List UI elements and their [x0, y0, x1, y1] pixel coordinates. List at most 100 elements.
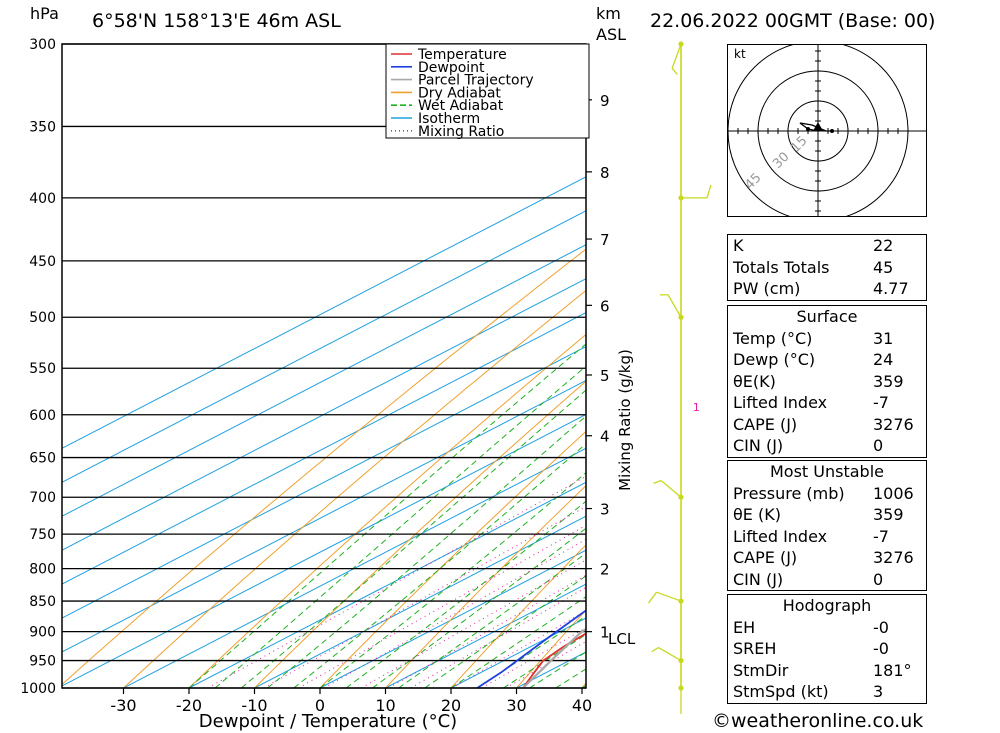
pressure-tick-label: 950 [29, 654, 56, 670]
wet-adiabat-line [214, 365, 586, 688]
datetime-title: 22.06.2022 00GMT (Base: 00) [650, 10, 936, 32]
wind-column [647, 41, 712, 714]
isotherm-line [648, 44, 721, 688]
mu-pressure-value: 1006 [873, 483, 914, 503]
hodograph-ring-label: 30 [770, 150, 792, 172]
pressure-tick-label: 800 [29, 562, 56, 578]
wind-barb-staff [660, 480, 682, 498]
mu-thetae-value: 359 [873, 505, 904, 524]
mu-cin-value: 0 [873, 569, 884, 589]
x-tick-label: 40 [572, 696, 592, 715]
isotherm-line [62, 176, 586, 449]
plot-frame [61, 43, 587, 689]
isotherm-line [62, 210, 586, 483]
wind-barb-staff [658, 647, 682, 662]
hodo-sreh-label: SREH [733, 639, 777, 658]
wet-adiabat-line [372, 527, 586, 688]
pressure-tick-label: 600 [29, 408, 56, 424]
asl-label: ASL [596, 25, 627, 44]
mixing-ratio-line [323, 538, 586, 688]
isotherm-line [254, 515, 586, 688]
km-tick-label: 8 [600, 164, 610, 182]
pressure-tick-label: 450 [29, 254, 56, 270]
surface-dewp-value: 24 [873, 350, 894, 369]
x-tick-label: -30 [110, 696, 136, 715]
surface-li-value: -7 [873, 393, 889, 412]
mixing-ratio-line [388, 574, 586, 688]
x-tick-label: 0 [315, 696, 325, 715]
wind-barb-staff [671, 43, 682, 69]
dry-adiabat-line [648, 44, 721, 688]
mixing-ratio-line [263, 505, 586, 688]
legend-label: Temperature [417, 47, 507, 63]
surface-thetae-value: 359 [873, 371, 904, 391]
mu-cape-label: CAPE (J) [733, 548, 798, 567]
km-tick-label: 6 [600, 297, 610, 315]
legend-box [385, 43, 590, 139]
wind-barb-flag [706, 184, 712, 199]
copyright-text[interactable]: ©weatheronline.co.uk [712, 710, 924, 732]
isotherm-line [319, 549, 586, 688]
mu-thetae-label: θE (K) [733, 505, 781, 524]
wind-barb-flag [647, 591, 658, 604]
location-title: 6°58'N 158°13'E 46m ASL [92, 10, 341, 32]
surface-li-label: Lifted Index [733, 393, 828, 412]
pressure-tick-label: 700 [29, 490, 56, 506]
dry-adiabat-line [319, 430, 586, 688]
surface-cin-value: 0 [873, 436, 884, 455]
indices-table: K 22 Totals Totals 45 PW (cm) 4.77 [727, 234, 927, 301]
hodo-eh-label: EH [733, 617, 756, 637]
pressure-tick-label: 1000 [20, 681, 56, 697]
x-tick-label: 10 [375, 696, 395, 715]
wet-adiabat-line [555, 668, 586, 688]
index-value: 4.77 [873, 279, 909, 298]
x-axis-label: Dewpoint / Temperature (°C) [199, 711, 457, 732]
mu-li-label: Lifted Index [733, 526, 828, 546]
km-label: km [596, 4, 621, 23]
dry-adiabat-line [516, 609, 586, 688]
pressure-tick-label: 400 [29, 191, 56, 207]
pressure-tick-label: 900 [29, 625, 56, 641]
isotherm-line [385, 583, 586, 688]
hodograph-title: Hodograph [782, 596, 872, 615]
index-value: 22 [873, 236, 894, 255]
x-tick-label: -20 [176, 696, 202, 715]
index-row-pw: PW (cm) 4.77 [728, 278, 926, 300]
hodograph-ring-label: 15 [788, 134, 810, 156]
hodo-stmspd-value: 3 [873, 682, 884, 701]
isotherm-line [62, 244, 586, 517]
surface-thetae-label: θE(K) [733, 371, 776, 391]
dry-adiabat-line [254, 380, 586, 688]
pressure-tick-label: 300 [29, 37, 56, 53]
pressure-unit-label: hPa [30, 4, 59, 23]
x-tick-label: -10 [241, 696, 267, 715]
isotherm-line [62, 278, 586, 551]
km-tick-label: 7 [600, 231, 610, 249]
mixing-ratio-line [298, 524, 586, 688]
km-tick-label: 4 [600, 428, 610, 446]
km-tick-label: 1 [600, 624, 610, 642]
pressure-tick-label: 650 [29, 451, 56, 467]
hodograph-panel: kt 15 30 45 [727, 44, 927, 217]
isotherm-line [62, 312, 586, 585]
wet-adiabat-line [319, 472, 586, 688]
legend-label: Parcel Trajectory [418, 73, 534, 89]
dry-adiabat-line [450, 544, 586, 688]
axes-text: 1234681015202530035040045050055060065070… [20, 37, 699, 732]
km-tick-label: 5 [600, 367, 610, 385]
wet-adiabat-line [241, 389, 586, 688]
surface-title: Surface [796, 307, 858, 326]
surface-cape-value: 3276 [873, 414, 914, 434]
wet-adiabat-line [293, 443, 586, 688]
wind-barb-flag [671, 68, 678, 75]
hodograph-point [830, 129, 834, 133]
surface-cin-label: CIN (J) [733, 436, 784, 455]
hodograph-point [806, 127, 810, 131]
isotherm-line [62, 413, 586, 687]
hodo-stmdir-value: 181° [873, 660, 912, 680]
wet-adiabat-line [398, 552, 586, 688]
wind-barb-staff [667, 294, 682, 318]
mu-pressure-label: Pressure (mb) [733, 483, 845, 503]
